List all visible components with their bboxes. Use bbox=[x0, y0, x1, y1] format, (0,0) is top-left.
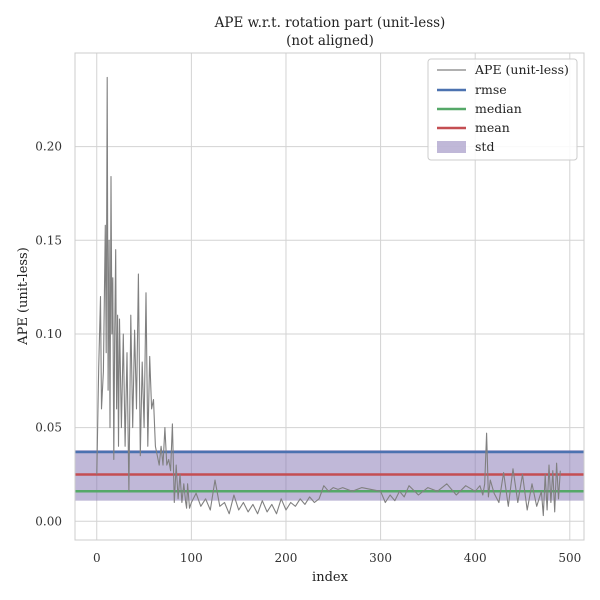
x-tick-labels: 0 100 200 300 400 500 bbox=[93, 551, 581, 565]
y-tick-label: 0.15 bbox=[35, 233, 62, 247]
x-tick-label: 100 bbox=[180, 551, 203, 565]
y-tick-label: 0.00 bbox=[35, 514, 62, 528]
legend: APE (unit-less) rmse median mean std bbox=[427, 58, 578, 161]
y-tick-labels: 0.00 0.05 0.10 0.15 0.20 bbox=[35, 140, 62, 529]
y-axis-label: APE (unit-less) bbox=[16, 247, 31, 346]
legend-label-ape: APE (unit-less) bbox=[474, 62, 569, 77]
stat-lines-layer bbox=[75, 450, 584, 493]
x-tick-label: 400 bbox=[464, 551, 487, 565]
legend-label-median: median bbox=[475, 101, 522, 116]
x-tick-label: 200 bbox=[275, 551, 298, 565]
legend-label-std: std bbox=[475, 139, 494, 154]
legend-swatch-std bbox=[437, 141, 466, 153]
legend-box bbox=[427, 58, 578, 161]
x-tick-label: 0 bbox=[93, 551, 101, 565]
x-tick-label: 300 bbox=[369, 551, 392, 565]
y-tick-label: 0.05 bbox=[35, 421, 62, 435]
x-tick-label: 500 bbox=[558, 551, 581, 565]
legend-label-mean: mean bbox=[475, 120, 510, 135]
legend-label-rmse: rmse bbox=[475, 82, 507, 97]
chart-title: APE w.r.t. rotation part (unit-less) bbox=[214, 15, 446, 31]
y-tick-label: 0.10 bbox=[35, 327, 62, 341]
ape-series-line bbox=[96, 76, 561, 517]
y-tick-label: 0.20 bbox=[35, 140, 62, 154]
series-layer bbox=[96, 76, 561, 517]
x-axis-label: index bbox=[312, 570, 349, 585]
plot-frame bbox=[74, 52, 585, 541]
chart-subtitle: (not aligned) bbox=[286, 33, 374, 49]
